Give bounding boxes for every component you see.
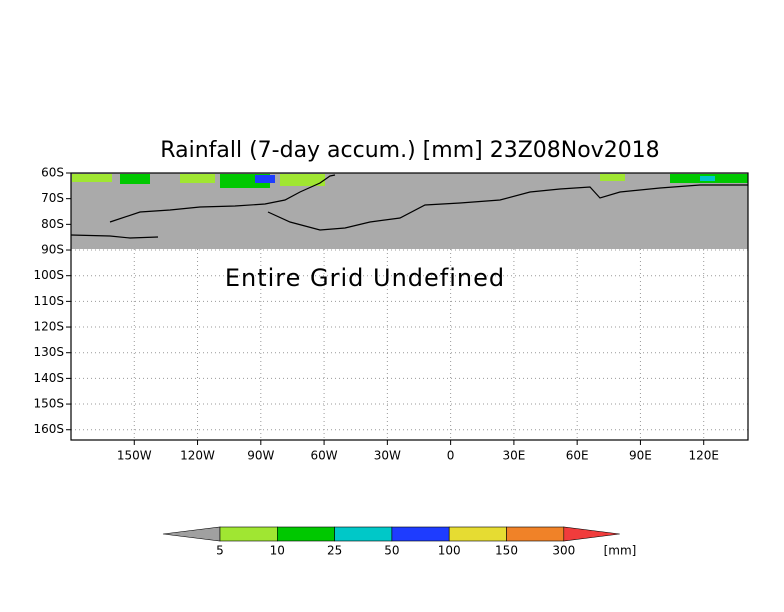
colorbar-label: 300 xyxy=(552,544,575,558)
rain-patches xyxy=(72,174,748,188)
colorbar-box xyxy=(219,526,278,542)
lat-tick-label: 90S xyxy=(41,243,64,257)
coastline xyxy=(70,234,159,239)
lon-tick-label: 0 xyxy=(447,449,455,463)
patch xyxy=(600,174,625,181)
lat-tick-label: 120S xyxy=(33,320,64,334)
lon-tick-label: 150W xyxy=(117,449,152,463)
coastline xyxy=(109,174,336,223)
lat-tick-label: 150S xyxy=(33,397,64,411)
lat-tick-label: 80S xyxy=(41,217,64,231)
lat-tick-label: 130S xyxy=(33,345,64,359)
lat-tick-label: 100S xyxy=(33,268,64,282)
lon-tick-label: 30E xyxy=(502,449,525,463)
colorbar-label: 5 xyxy=(216,544,224,558)
colorbar-label: 100 xyxy=(438,544,461,558)
patch xyxy=(120,174,150,184)
patch xyxy=(280,174,325,186)
annotation: Entire Grid Undefined xyxy=(225,264,505,292)
lat-tick-label: 70S xyxy=(41,191,64,205)
lon-tick-label: 90E xyxy=(629,449,652,463)
lon-tick-label: 120E xyxy=(688,449,719,463)
colorbar-label: 10 xyxy=(270,544,285,558)
colorbar-box xyxy=(276,526,335,542)
colorbar-arrow xyxy=(162,526,221,542)
lon-tick-label: 30W xyxy=(374,449,401,463)
patch xyxy=(700,176,715,181)
colorbar-label: 150 xyxy=(495,544,518,558)
colorbar: 5 10 25 50 100 150 300 xyxy=(162,526,620,558)
colorbar-box xyxy=(506,526,565,542)
patch xyxy=(72,174,112,182)
colorbar-arrow xyxy=(563,526,620,542)
patch xyxy=(255,175,275,183)
title: Rainfall (7-day accum.) [mm] 23Z08Nov201… xyxy=(160,138,659,163)
lat-tick-label: 160S xyxy=(33,422,64,436)
colorbar-box xyxy=(391,526,450,542)
lat-tick-label: 110S xyxy=(33,294,64,308)
lon-tick-label: 60E xyxy=(566,449,589,463)
lat-tick-label: 140S xyxy=(33,371,64,385)
colorbar-label: 25 xyxy=(327,544,342,558)
colorbar-box xyxy=(448,526,507,542)
lat-tick-label: 60S xyxy=(41,166,64,180)
colorbar-unit: [mm] xyxy=(604,544,637,558)
plot-frame xyxy=(70,172,749,441)
colorbar-label: 50 xyxy=(384,544,399,558)
undefined-region xyxy=(71,173,748,249)
colorbar-box xyxy=(334,526,393,542)
lon-tick-label: 120W xyxy=(180,449,215,463)
lon-tick-label: 60W xyxy=(311,449,338,463)
patch xyxy=(180,174,215,183)
coastline xyxy=(267,184,748,231)
lon-tick-label: 90W xyxy=(247,449,274,463)
